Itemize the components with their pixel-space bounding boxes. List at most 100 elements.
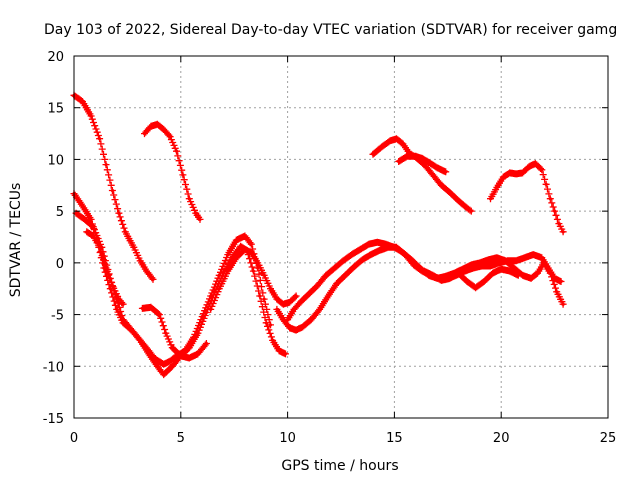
data-point xyxy=(553,209,557,213)
data-point xyxy=(461,267,465,271)
data-series xyxy=(70,91,567,379)
data-point xyxy=(117,211,121,215)
data-point xyxy=(529,276,533,280)
data-point xyxy=(298,300,303,304)
data-point xyxy=(326,294,330,298)
series-arc-5 xyxy=(83,228,127,308)
series-arc-4 xyxy=(72,209,289,379)
data-point xyxy=(307,292,311,296)
data-point xyxy=(294,294,298,298)
data-point xyxy=(275,307,279,311)
data-point xyxy=(74,211,78,215)
data-point xyxy=(429,161,433,166)
data-point xyxy=(275,297,279,301)
data-point xyxy=(277,349,281,353)
data-point xyxy=(140,306,144,310)
data-point xyxy=(315,284,320,288)
data-point xyxy=(379,145,384,149)
data-point xyxy=(478,261,482,265)
data-point xyxy=(448,276,452,280)
data-point xyxy=(527,165,531,169)
data-point xyxy=(181,173,185,177)
x-tick-label: 10 xyxy=(279,431,296,446)
data-point xyxy=(486,258,490,262)
data-point xyxy=(531,252,535,257)
data-point xyxy=(335,281,339,286)
data-point xyxy=(194,211,198,215)
data-point xyxy=(341,259,345,263)
series-arc-1 xyxy=(70,91,157,283)
data-point xyxy=(83,217,87,222)
data-point xyxy=(343,273,347,277)
data-point xyxy=(104,163,108,167)
data-point xyxy=(409,258,414,262)
data-point xyxy=(98,245,102,249)
data-point xyxy=(198,217,202,222)
axis-ticks: 0 5 10 15 20 25 -15 -10 -5 0 5 10 15 20 xyxy=(43,50,617,446)
data-point xyxy=(561,302,565,306)
y-tick-label: -10 xyxy=(43,360,64,375)
data-point xyxy=(262,297,266,301)
data-point xyxy=(300,325,305,329)
data-point xyxy=(508,171,512,175)
plus-markers xyxy=(141,120,204,223)
data-point xyxy=(187,346,191,350)
data-point xyxy=(162,372,166,377)
data-point xyxy=(535,271,540,275)
data-point xyxy=(234,238,238,242)
data-point xyxy=(318,307,322,311)
data-point xyxy=(249,250,253,255)
data-point xyxy=(384,242,388,246)
data-point xyxy=(542,261,546,265)
data-point xyxy=(503,259,508,263)
x-tick-label: 5 xyxy=(177,431,185,446)
plus-markers xyxy=(70,91,157,283)
series-arc-13 xyxy=(420,265,522,292)
data-point xyxy=(371,152,375,156)
data-point xyxy=(397,159,401,164)
data-point xyxy=(121,318,125,322)
data-point xyxy=(91,234,95,238)
data-point xyxy=(283,352,288,356)
series-arc-6 xyxy=(138,303,210,362)
data-point xyxy=(85,230,89,234)
data-point xyxy=(352,265,356,269)
data-point xyxy=(482,279,486,284)
data-point xyxy=(168,359,172,363)
data-point xyxy=(196,352,200,356)
data-point xyxy=(142,131,147,136)
data-point xyxy=(520,171,525,175)
data-point xyxy=(104,266,108,270)
data-point xyxy=(392,245,396,249)
data-point xyxy=(168,135,172,139)
data-point xyxy=(155,122,159,126)
data-point xyxy=(332,266,337,270)
series-arc-12 xyxy=(487,160,567,236)
data-point xyxy=(123,230,127,234)
data-point xyxy=(157,312,162,317)
series-arc-10 xyxy=(369,135,475,215)
data-point xyxy=(268,287,273,291)
y-tick-label: 20 xyxy=(47,50,64,65)
data-point xyxy=(217,287,221,291)
data-point xyxy=(149,124,153,128)
data-point xyxy=(179,354,183,358)
data-point xyxy=(89,217,93,222)
data-point xyxy=(138,338,142,343)
data-point xyxy=(420,156,424,160)
series-arc-9 xyxy=(284,238,567,324)
data-point xyxy=(435,166,439,170)
data-point xyxy=(488,264,493,268)
data-point xyxy=(286,318,290,322)
data-point xyxy=(456,199,461,203)
data-point xyxy=(110,188,115,193)
data-point xyxy=(499,267,503,271)
data-point xyxy=(80,99,85,104)
data-point xyxy=(548,271,552,275)
data-point xyxy=(422,163,426,167)
plus-markers xyxy=(284,238,567,324)
data-point xyxy=(204,310,209,315)
data-point xyxy=(523,256,527,260)
data-point xyxy=(243,234,247,238)
data-point xyxy=(431,173,435,177)
